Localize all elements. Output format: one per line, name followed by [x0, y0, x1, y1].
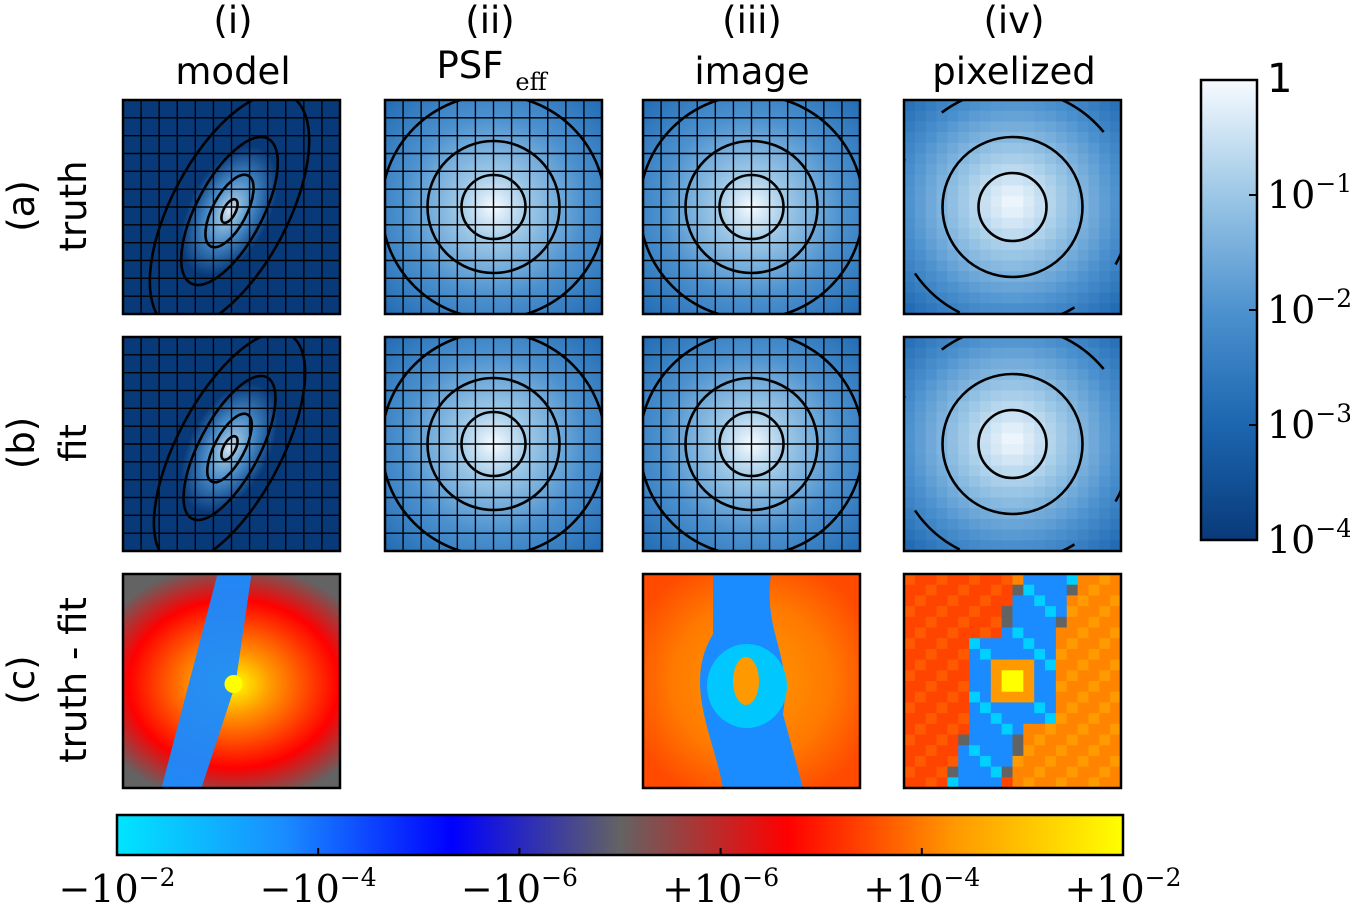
residual-tick-label: −10−6	[461, 863, 578, 911]
panel-fit-psf	[383, 335, 604, 553]
intensity-tick-label: 10−4	[1267, 514, 1350, 562]
panel-fit-model-frame	[121, 335, 342, 553]
row-label-fit: fit	[52, 424, 95, 462]
row-label-residual: truth - fit	[52, 597, 95, 763]
intensity-tick-label: 10−2	[1267, 284, 1350, 332]
column-headers: (i) model (ii) PSF eff (iii) image (iv) …	[175, 0, 1095, 96]
column-label-pixelized: pixelized	[932, 50, 1096, 93]
residual-colorbar: −10−2 −10−4 −10−6 +10−6 +10−4 +10−2	[58, 813, 1182, 911]
row-index-b: (b)	[0, 417, 43, 469]
panel-truth-image-pixel-grid	[643, 100, 860, 314]
panel-truth-model-frame	[121, 98, 342, 316]
panel-truth-model-pixel-grid	[123, 100, 340, 314]
panel-fit-pixelized-contours	[904, 337, 1121, 551]
intensity-colorbar-ticks: 1 10−1 10−2 10−3 10−4	[1249, 56, 1350, 562]
panel-fit-pixelized-pixels	[904, 337, 1121, 551]
intensity-colorbar: 1 10−1 10−2 10−3 10−4	[1199, 56, 1350, 562]
panel-truth-pixelized	[902, 98, 1123, 316]
panel-truth-psf	[383, 98, 604, 316]
heatmap-panels	[121, 98, 1123, 790]
column-label-model: model	[175, 50, 290, 93]
panel-truth-image-frame	[641, 98, 862, 316]
panel-residual-model-frame	[121, 572, 342, 790]
panel-fit-image-pixel-grid	[643, 337, 860, 551]
column-index-iv: (iv)	[983, 0, 1044, 42]
panel-fit-psf-frame	[383, 335, 604, 553]
panel-fit-model	[121, 335, 342, 553]
panel-truth-model	[121, 98, 342, 316]
panel-residual-pixelized-frame	[902, 572, 1123, 790]
column-index-iii: (iii)	[722, 0, 782, 42]
row-headers: (a) truth (b) fit (c) truth - fit	[0, 160, 95, 762]
intensity-tick-label: 10−3	[1267, 399, 1350, 447]
panel-fit-image	[641, 335, 862, 553]
panel-residual-model-negative-band	[161, 574, 252, 788]
panel-residual-pixelized-pixels	[904, 574, 1121, 788]
residual-tick-label: +10−6	[662, 863, 779, 911]
panel-truth-pixelized-contours	[904, 100, 1121, 314]
column-index-i: (i)	[213, 0, 252, 42]
residual-tick-label: +10−4	[863, 863, 980, 911]
row-index-c: (c)	[0, 655, 43, 704]
panel-truth-psf-frame	[383, 98, 604, 316]
panel-residual-image	[641, 572, 862, 790]
psf-subscript: eff	[515, 68, 548, 96]
row-index-a: (a)	[0, 180, 43, 232]
panel-truth-pixelized-frame	[902, 98, 1123, 316]
psf-label: PSF	[436, 44, 503, 87]
panel-truth-pixelized-pixels	[904, 100, 1121, 314]
panel-fit-psf-pixel-grid	[385, 337, 602, 551]
residual-tick-label: +10−2	[1064, 863, 1181, 911]
column-label-image: image	[694, 50, 809, 93]
intensity-colorbar-gradient	[1199, 78, 1259, 542]
column-index-ii: (ii)	[465, 0, 514, 42]
residual-tick-label: −10−4	[260, 863, 377, 911]
panel-fit-image-frame	[641, 335, 862, 553]
panel-fit-model-pixel-grid	[123, 337, 340, 551]
panel-residual-image-frame	[641, 572, 862, 790]
residual-tick-label: −10−2	[58, 863, 175, 911]
panel-truth-image	[641, 98, 862, 316]
panel-fit-pixelized	[902, 335, 1123, 553]
panel-residual-model	[121, 572, 342, 790]
intensity-tick-label: 1	[1267, 56, 1292, 102]
residual-colorbar-ticks: −10−2 −10−4 −10−6 +10−6 +10−4 +10−2	[58, 848, 1182, 911]
residual-colorbar-gradient	[115, 813, 1125, 857]
panel-fit-pixelized-frame	[902, 335, 1123, 553]
intensity-tick-label: 10−1	[1267, 169, 1350, 217]
panel-residual-pixelized	[902, 572, 1123, 790]
column-label-psf: PSF	[436, 44, 503, 87]
row-label-truth: truth	[52, 160, 95, 251]
panel-truth-psf-pixel-grid	[385, 100, 602, 314]
